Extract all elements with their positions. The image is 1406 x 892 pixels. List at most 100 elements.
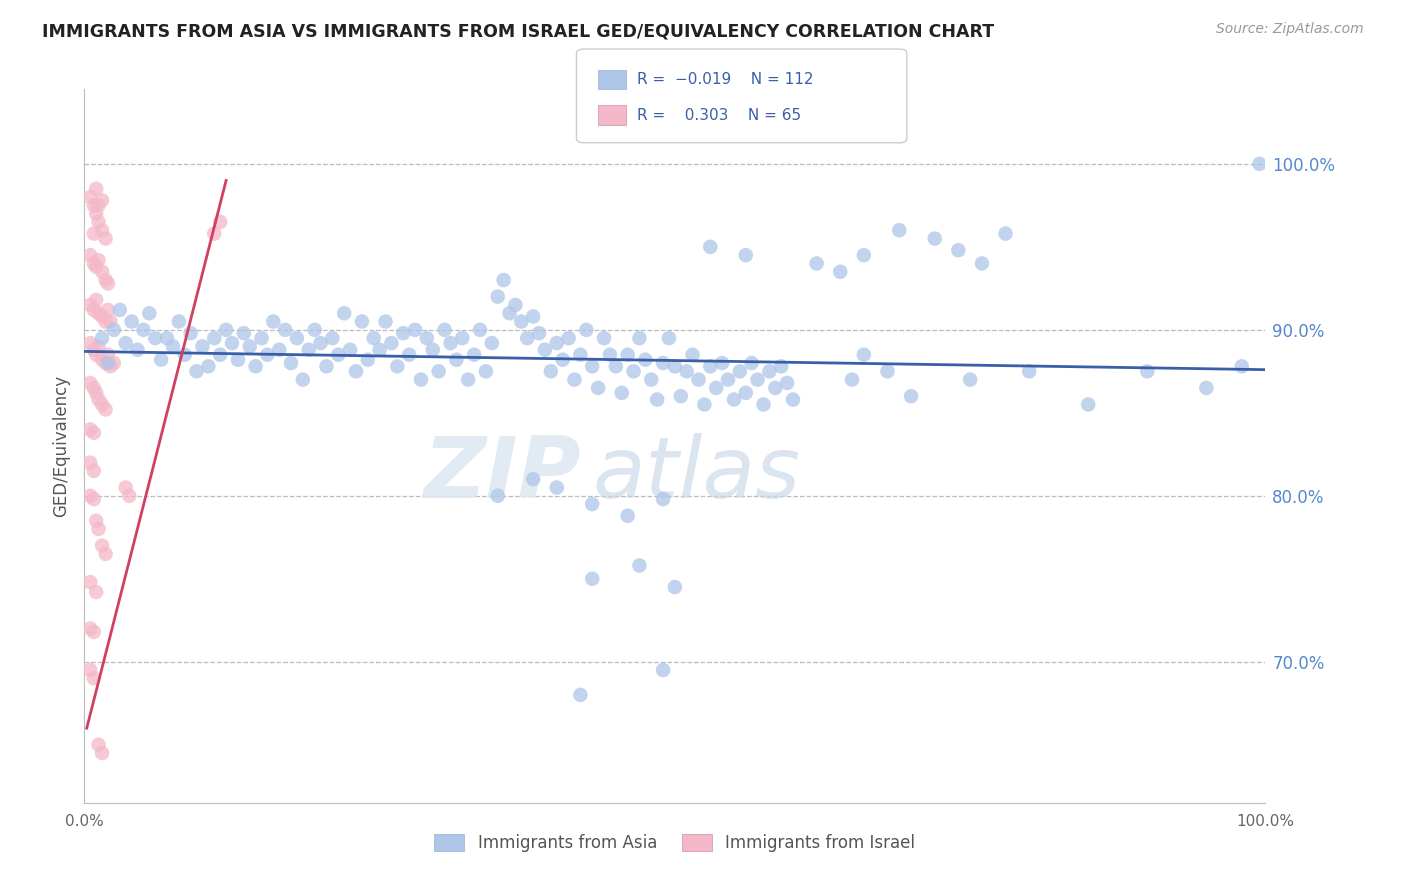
Point [427,364,450,378]
Point [628,558,651,573]
Point [747,373,769,387]
Point [841,373,863,387]
Point [889,223,911,237]
Point [173,348,195,362]
Point [616,508,638,523]
Point [91,331,114,345]
Point [202,227,225,241]
Point [1077,397,1099,411]
Point [398,348,420,362]
Point [321,331,343,345]
Point [664,359,686,374]
Point [83,624,105,639]
Point [91,194,114,208]
Point [374,314,396,328]
Point [127,343,149,357]
Point [540,364,562,378]
Point [108,302,131,317]
Point [564,373,586,387]
Point [634,352,657,367]
Point [150,352,173,367]
Point [84,182,107,196]
Point [581,497,603,511]
Point [924,231,946,245]
Point [84,385,107,400]
Point [209,348,232,362]
Point [84,293,107,307]
Point [1018,364,1040,378]
Y-axis label: GED/Equivalency: GED/Equivalency [52,375,70,517]
Point [245,359,267,374]
Point [551,352,574,367]
Point [91,746,114,760]
Point [91,352,114,367]
Point [79,298,101,312]
Point [1230,359,1253,374]
Point [94,314,117,328]
Point [98,359,121,374]
Point [97,348,120,362]
Point [409,373,432,387]
Point [616,348,638,362]
Point [581,572,603,586]
Point [900,389,922,403]
Point [741,356,763,370]
Point [79,422,101,436]
Point [380,336,402,351]
Point [87,198,110,212]
Point [404,323,426,337]
Point [97,277,120,291]
Point [114,481,136,495]
Point [121,314,143,328]
Point [723,392,745,407]
Point [84,207,107,221]
Point [699,359,721,374]
Point [103,356,125,370]
Point [94,231,117,245]
Point [344,364,367,378]
Point [156,331,179,345]
Point [83,425,105,440]
Point [91,397,114,411]
Point [118,489,141,503]
Point [522,310,544,324]
Point [83,302,105,317]
Point [87,522,110,536]
Point [492,273,515,287]
Point [704,381,727,395]
Point [711,356,734,370]
Point [291,373,314,387]
Point [250,331,273,345]
Point [422,343,444,357]
Point [97,356,120,370]
Point [505,298,527,312]
Point [91,310,114,324]
Point [439,336,461,351]
Point [87,306,110,320]
Point [948,243,970,257]
Point [652,663,675,677]
Point [232,326,254,340]
Point [94,402,117,417]
Point [239,339,262,353]
Point [87,253,110,268]
Point [994,227,1017,241]
Point [468,323,491,337]
Point [91,223,114,237]
Point [83,343,105,357]
Point [959,373,981,387]
Point [1136,364,1159,378]
Point [1195,381,1218,395]
Point [669,389,692,403]
Point [79,663,101,677]
Point [645,392,668,407]
Point [623,364,645,378]
Point [546,481,568,495]
Point [79,190,101,204]
Point [298,343,321,357]
Point [91,265,114,279]
Point [970,256,993,270]
Point [83,381,105,395]
Point [79,336,101,351]
Point [569,348,592,362]
